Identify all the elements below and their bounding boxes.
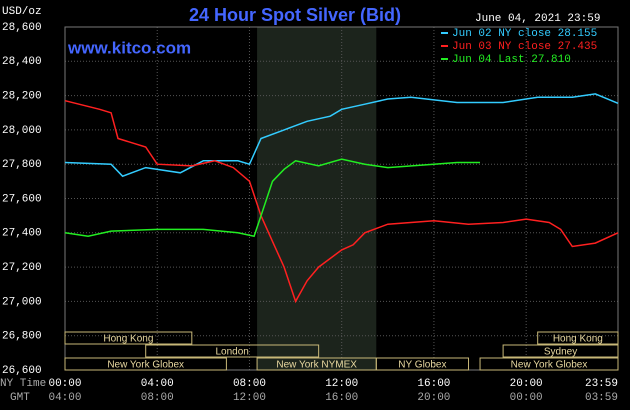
y-tick-label: 28,600: [2, 22, 42, 34]
x-tick-label: 16:00: [417, 378, 450, 390]
session-label: London: [215, 347, 248, 358]
legend-label: Jun 03 NY close 27.435: [452, 41, 597, 53]
x2-tick-label: 00:00: [510, 392, 543, 404]
session-label: New York NYMEX: [276, 360, 357, 371]
session-bar: [479, 357, 619, 371]
session-bar: [64, 331, 193, 345]
y-tick-label: 27,800: [2, 159, 42, 171]
highlight: [257, 27, 377, 370]
session-bar: [145, 344, 320, 358]
x2-row-label: GMT: [10, 392, 30, 404]
session-bar: [502, 344, 619, 358]
y-axis-label: USD/oz: [2, 6, 42, 18]
x-tick-label: 20:00: [510, 378, 543, 390]
session-bar: [64, 357, 227, 371]
y-tick-label: 27,600: [2, 193, 42, 205]
session-label: New York Globex: [511, 360, 588, 371]
series-line: [64, 93, 619, 178]
legend-label: Jun 04 Last 27.810: [452, 54, 571, 66]
x2-tick-label: 03:59: [585, 392, 618, 404]
x-tick-label: 08:00: [233, 378, 266, 390]
x2-tick-label: 04:00: [48, 392, 81, 404]
session-label: New York Globex: [107, 360, 184, 371]
y-tick-label: 28,200: [2, 91, 42, 103]
series-line: [64, 158, 480, 238]
x-tick-label: 04:00: [141, 378, 174, 390]
y-tick-label: 26,800: [2, 331, 42, 343]
x-tick-label: 23:59: [585, 378, 618, 390]
session-bar: [537, 331, 619, 345]
session-label: Hong Kong: [553, 334, 603, 345]
x2-tick-label: 20:00: [417, 392, 450, 404]
legend-label: Jun 02 NY close 28.155: [452, 28, 597, 40]
series-line: [64, 99, 619, 304]
session-bar: [375, 357, 470, 371]
x2-tick-label: 16:00: [325, 392, 358, 404]
timestamp: June 04, 2021 23:59: [475, 13, 600, 25]
x-tick-label: 12:00: [325, 378, 358, 390]
session-label: Sydney: [544, 347, 577, 358]
website: www.kitco.com: [67, 38, 191, 57]
y-tick-label: 26,600: [2, 365, 42, 377]
x2-tick-label: 08:00: [141, 392, 174, 404]
session-label: Hong Kong: [103, 334, 153, 345]
x2-tick-label: 12:00: [233, 392, 266, 404]
y-tick-label: 28,000: [2, 125, 42, 137]
y-tick-label: 28,400: [2, 56, 42, 68]
x-row-label: NY Time: [0, 378, 46, 390]
y-tick-label: 27,000: [2, 296, 42, 308]
session-label: NY Globex: [398, 360, 446, 371]
x-tick-label: 00:00: [48, 378, 81, 390]
chart-title: 24 Hour Spot Silver (Bid): [189, 5, 401, 25]
y-tick-label: 27,400: [2, 228, 42, 240]
y-tick-label: 27,200: [2, 262, 42, 274]
